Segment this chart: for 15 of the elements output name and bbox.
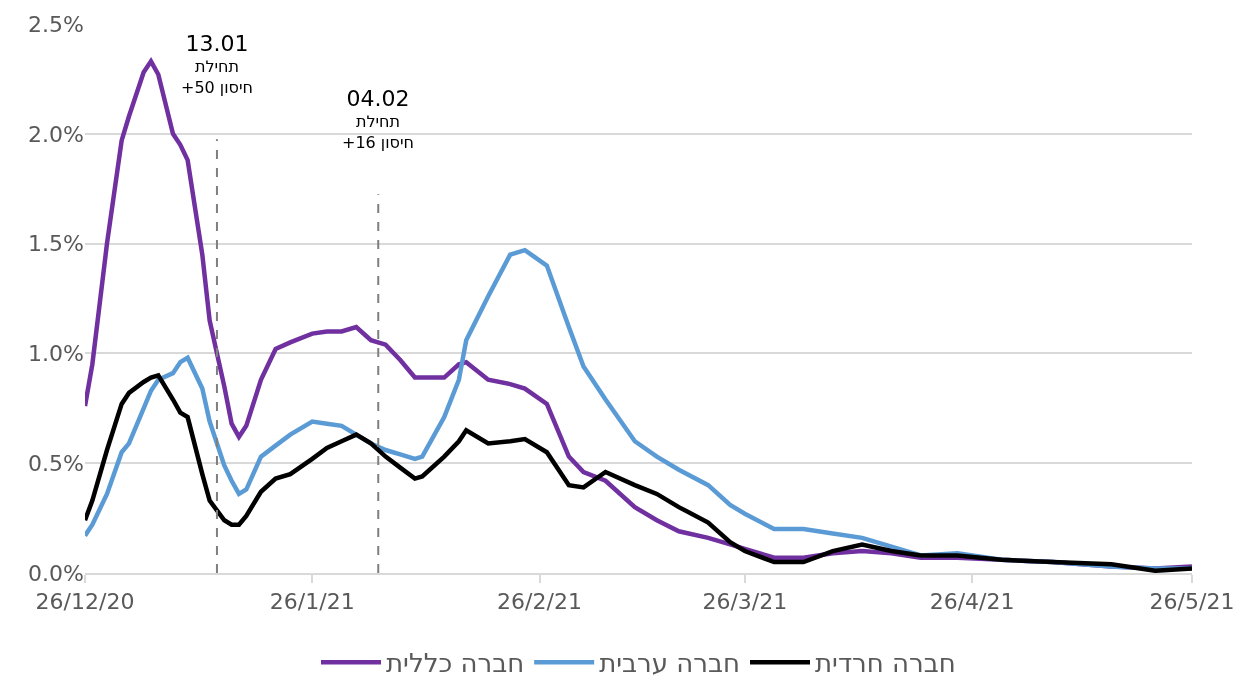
x-tick-label: 26/2/21 [497,589,582,615]
legend-label: חברה כללית [386,648,525,679]
y-tick-label: 2.0% [28,121,84,147]
y-tick-label: 0.5% [28,450,84,476]
y-tick-label: 0.0% [28,560,84,586]
x-tick-label: 26/12/20 [35,589,135,615]
legend-label: חברה ערבית [599,648,740,679]
x-tick-label: 26/3/21 [702,589,788,615]
y-tick-label: 1.5% [28,231,84,257]
x-tick-label: 26/1/21 [269,589,355,615]
y-tick-label: 2.5% [28,11,84,37]
x-tick-label: 26/5/21 [1149,589,1235,615]
y-tick-label: 1.0% [28,341,84,367]
x-tick-label: 26/4/21 [929,589,1015,615]
legend-label: חברה חרדית [815,648,956,679]
